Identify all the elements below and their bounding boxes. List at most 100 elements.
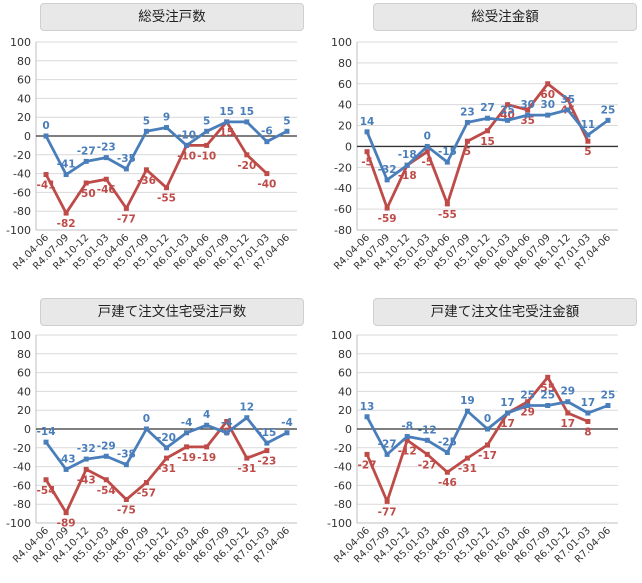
data-point-red (384, 205, 390, 211)
data-point-red (424, 149, 430, 155)
data-point-red (364, 451, 370, 457)
data-point-blue (63, 172, 69, 178)
y-tick-label: 100 (10, 36, 31, 49)
chart-title: 総受注金額 (373, 3, 637, 31)
y-tick-label: 100 (331, 36, 352, 49)
data-label-blue: -4 (221, 417, 233, 429)
data-label-red: -54 (97, 485, 116, 497)
data-label-red: -20 (237, 160, 256, 172)
y-tick-label: -40 (13, 168, 31, 181)
data-label-red: 17 (500, 418, 515, 430)
data-label-blue: -12 (418, 424, 437, 436)
data-label-red: -31 (458, 463, 477, 475)
data-point-blue (404, 162, 410, 168)
data-point-red (103, 176, 109, 182)
data-point-blue (364, 414, 370, 420)
data-label-blue: 30 (540, 99, 555, 111)
data-label-red: -54 (37, 485, 56, 497)
data-point-blue (565, 399, 571, 405)
data-point-blue (83, 158, 89, 164)
data-label-red: -10 (177, 150, 196, 162)
y-tick-label: 40 (338, 99, 352, 112)
data-point-red (63, 510, 69, 516)
data-label-red: -55 (157, 193, 176, 205)
data-label-red: -89 (57, 518, 76, 530)
y-tick-label: -80 (13, 498, 31, 511)
data-point-red (525, 107, 531, 113)
data-label-blue: 25 (520, 390, 535, 402)
y-tick-label: 20 (17, 404, 31, 417)
data-point-red (464, 138, 470, 144)
y-tick-label: 40 (17, 385, 31, 398)
data-point-blue (284, 128, 290, 134)
data-point-red (103, 477, 109, 483)
data-label-red: -55 (438, 209, 457, 221)
data-point-red (565, 96, 571, 102)
data-label-blue: -43 (57, 453, 76, 465)
data-point-blue (545, 112, 551, 118)
y-tick-label: -100 (327, 517, 352, 530)
data-point-blue (224, 430, 230, 436)
data-point-red (485, 442, 490, 448)
data-point-red (143, 167, 149, 173)
data-point-blue (224, 119, 230, 125)
y-tick-label: -60 (334, 479, 352, 492)
data-label-blue: 25 (500, 104, 515, 116)
data-point-red (244, 455, 250, 461)
data-label-blue: -18 (398, 149, 417, 161)
data-label-blue: 23 (460, 106, 475, 118)
data-point-red (384, 498, 390, 504)
data-label-blue: 17 (581, 397, 596, 409)
data-label-red: -23 (257, 456, 276, 468)
data-point-red (444, 469, 450, 475)
data-point-blue (184, 430, 190, 436)
y-tick-label: 0 (345, 423, 352, 436)
y-tick-label: 100 (10, 329, 31, 342)
data-point-blue (364, 129, 370, 135)
data-point-blue (204, 422, 210, 428)
data-label-red: -17 (478, 450, 497, 462)
data-label-red: -19 (197, 452, 216, 464)
data-label-blue: 0 (143, 413, 150, 425)
data-point-blue (143, 128, 149, 134)
data-label-blue: 25 (540, 390, 555, 402)
data-label-blue: 14 (360, 116, 375, 128)
y-tick-label: 80 (17, 55, 31, 68)
data-label-blue: -20 (157, 432, 176, 444)
data-point-blue (585, 132, 591, 138)
chart-svg: -80-60-40-20020406080100R4.04-06R4.07-09… (331, 36, 618, 272)
y-tick-label: -80 (334, 224, 352, 237)
y-tick-label: -60 (13, 479, 31, 492)
data-point-blue (284, 430, 290, 436)
data-label-red: -19 (177, 452, 196, 464)
data-label-blue: -23 (97, 142, 116, 154)
data-label-red: 15 (480, 136, 495, 148)
data-point-blue (83, 456, 89, 462)
data-label-red: -46 (97, 184, 116, 196)
data-label-red: -40 (257, 179, 276, 191)
y-tick-label: 20 (338, 404, 352, 417)
y-tick-label: 80 (338, 348, 352, 361)
data-point-blue (143, 426, 149, 432)
data-label-blue: 9 (163, 112, 170, 124)
data-label-red: -82 (57, 218, 76, 230)
data-point-blue (505, 117, 511, 123)
data-label-red: -50 (77, 188, 96, 200)
data-point-blue (525, 112, 531, 118)
data-point-blue (384, 451, 390, 457)
data-point-blue (244, 415, 250, 421)
data-label-red: 8 (584, 426, 591, 438)
y-tick-label: 60 (17, 367, 31, 380)
data-point-blue (264, 139, 270, 145)
y-tick-label: -20 (13, 149, 31, 162)
y-tick-label: 80 (17, 348, 31, 361)
data-point-red (404, 437, 410, 443)
data-point-red (83, 180, 89, 186)
data-point-blue (164, 445, 169, 451)
y-tick-label: -40 (13, 461, 31, 474)
data-point-red (123, 497, 129, 502)
data-point-blue (244, 119, 250, 125)
data-label-red: -41 (37, 180, 56, 192)
y-tick-label: 0 (24, 130, 31, 143)
